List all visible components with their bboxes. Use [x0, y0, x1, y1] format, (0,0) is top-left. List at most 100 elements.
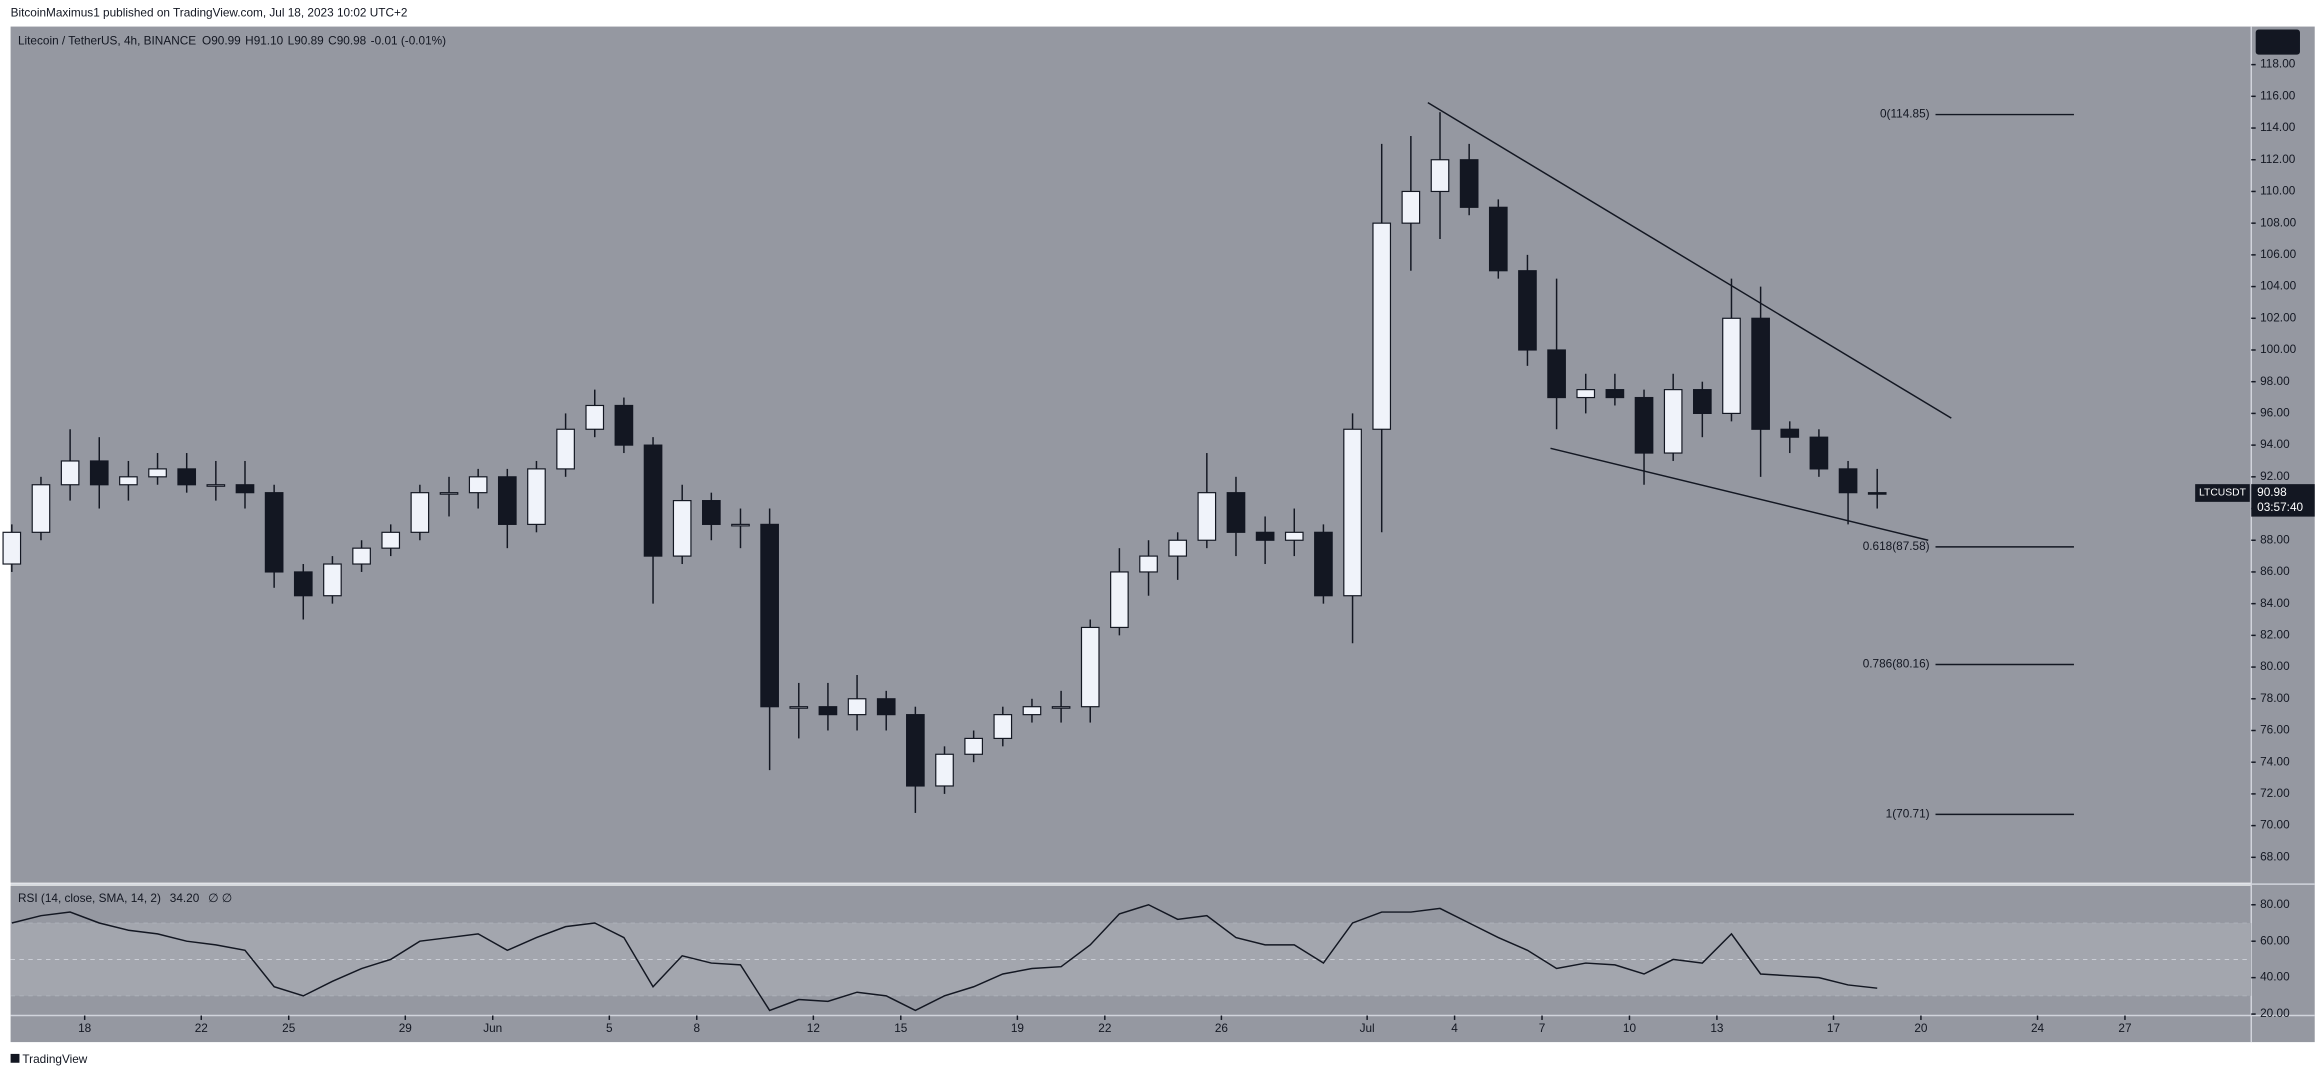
rsi-chart: 20.00 40.00 60.00 80.00 18 22 25 29 Jun 5 8 12 15 19 2… [10, 897, 2290, 1035]
rsi-extra: ∅ ∅ [208, 891, 232, 905]
x-tick-label: Jul [1360, 1021, 1375, 1035]
candle-body [1722, 317, 1741, 414]
logo-mark [10, 1053, 20, 1063]
candle-body [1284, 531, 1304, 541]
price-tag-label: 90.98 [2257, 485, 2287, 499]
ohlc-value: 90.98 [337, 33, 367, 47]
y-tick-label: 96.00 [2260, 406, 2290, 420]
symbol-legend: Litecoin / TetherUS, 4h, BINANCE O90.99 H9… [18, 33, 446, 47]
countdown: 03:57:40 [2257, 500, 2303, 514]
y-tick-label: 80.00 [2260, 897, 2290, 911]
candle-body [264, 492, 284, 573]
candle-body [1751, 317, 1770, 430]
x-tick-label: 10 [1623, 1021, 1637, 1035]
candle-body [1139, 555, 1158, 573]
ohlc-value: 90.99 [211, 33, 241, 47]
y-tick-label: 68.00 [2260, 849, 2290, 863]
candle-body [1518, 270, 1537, 351]
rsi-value: 34.20 [170, 891, 200, 905]
candle-body [381, 531, 401, 549]
candle-body [556, 428, 575, 470]
x-tick-label: 18 [78, 1021, 92, 1035]
candle-body [906, 714, 925, 787]
candle-body [760, 523, 779, 708]
panes: 68.00 70.00 72.00 74.00 76.00 78.00 80.00 82.00… [2, 26, 2315, 1043]
y-tick-label: 112.00 [2260, 152, 2296, 166]
candle-body [1663, 389, 1683, 454]
fib-label: 0.786(80.16) [1863, 657, 1930, 671]
y-tick-label: 114.00 [2260, 120, 2296, 134]
candle-body [60, 460, 80, 486]
fib-label: 0.618(87.58) [1863, 539, 1930, 553]
candle-body [1197, 492, 1217, 541]
candle-body [323, 563, 342, 597]
ohlc-key: H [245, 33, 254, 47]
fib-label: 1(70.71) [1886, 806, 1930, 820]
ohlc-key: C [328, 33, 337, 47]
candle-body [2, 531, 22, 565]
x-tick-label: 22 [1098, 1021, 1111, 1035]
candle-body [789, 706, 809, 709]
ohlc-value: 91.10 [254, 33, 284, 47]
x-tick-label: 29 [399, 1021, 412, 1035]
candle-body [1343, 428, 1362, 597]
candle-body [1168, 539, 1188, 557]
y-tick-label: 84.00 [2260, 596, 2290, 610]
candle-body [527, 468, 546, 525]
change: -0.01 (-0.01%) [371, 33, 446, 47]
y-tick-label: 106.00 [2260, 247, 2297, 261]
candle-body [1867, 492, 1887, 495]
candle-body [614, 404, 634, 446]
candle-body [1634, 396, 1654, 454]
candle-body [1459, 159, 1479, 208]
candle-body [439, 492, 459, 495]
price-pane [10, 26, 2252, 883]
y-tick-label: 82.00 [2260, 627, 2290, 641]
corner-button[interactable] [2255, 29, 2300, 55]
y-tick-label: 92.00 [2260, 469, 2290, 483]
candle-body [731, 523, 750, 527]
candle-body [468, 476, 488, 494]
y-tick-label: 88.00 [2260, 532, 2290, 546]
y-tick-label: 102.00 [2260, 310, 2297, 324]
y-tick-label: 118.00 [2260, 57, 2296, 71]
y-tick-label: 80.00 [2260, 659, 2290, 673]
candle-body [1692, 389, 1712, 414]
candle-body [993, 714, 1013, 740]
candle-body [177, 468, 197, 486]
candle-body [702, 500, 721, 525]
x-tick-label: 27 [2118, 1021, 2131, 1035]
price-tag [2251, 484, 2315, 517]
candle-body [31, 484, 51, 533]
footer-brand: TradingView [22, 1052, 87, 1066]
y-tick-label: 116.00 [2260, 88, 2296, 102]
candle-body [585, 404, 605, 430]
candle-body [1022, 706, 1042, 716]
candle-body [1051, 706, 1071, 709]
candle-body [89, 460, 109, 486]
candle-body [1547, 349, 1566, 399]
x-tick-label: 17 [1827, 1021, 1840, 1035]
y-tick-label: 20.00 [2260, 1006, 2290, 1020]
x-tick-label: 13 [1710, 1021, 1724, 1035]
x-tick-label: 19 [1011, 1021, 1024, 1035]
y-tick-label: 74.00 [2260, 754, 2290, 768]
candle-body [1255, 531, 1275, 541]
trendline [1550, 447, 1929, 541]
x-tick-label: 15 [894, 1021, 908, 1035]
y-tick-label: 60.00 [2260, 933, 2290, 947]
y-tick-label: 100.00 [2260, 342, 2297, 356]
x-tick-label: 20 [1914, 1021, 1928, 1035]
fib-label: 0(114.85) [1880, 107, 1930, 121]
x-tick-label: 4 [1451, 1021, 1458, 1035]
candle-body [818, 706, 838, 716]
candle-body [1401, 190, 1421, 224]
ticker-tag [2195, 484, 2250, 502]
candle-body [643, 444, 663, 557]
candle-body [1430, 159, 1450, 193]
y-tick-label: 94.00 [2260, 437, 2290, 451]
candle-body [1838, 468, 1858, 494]
candle-body [935, 753, 954, 787]
